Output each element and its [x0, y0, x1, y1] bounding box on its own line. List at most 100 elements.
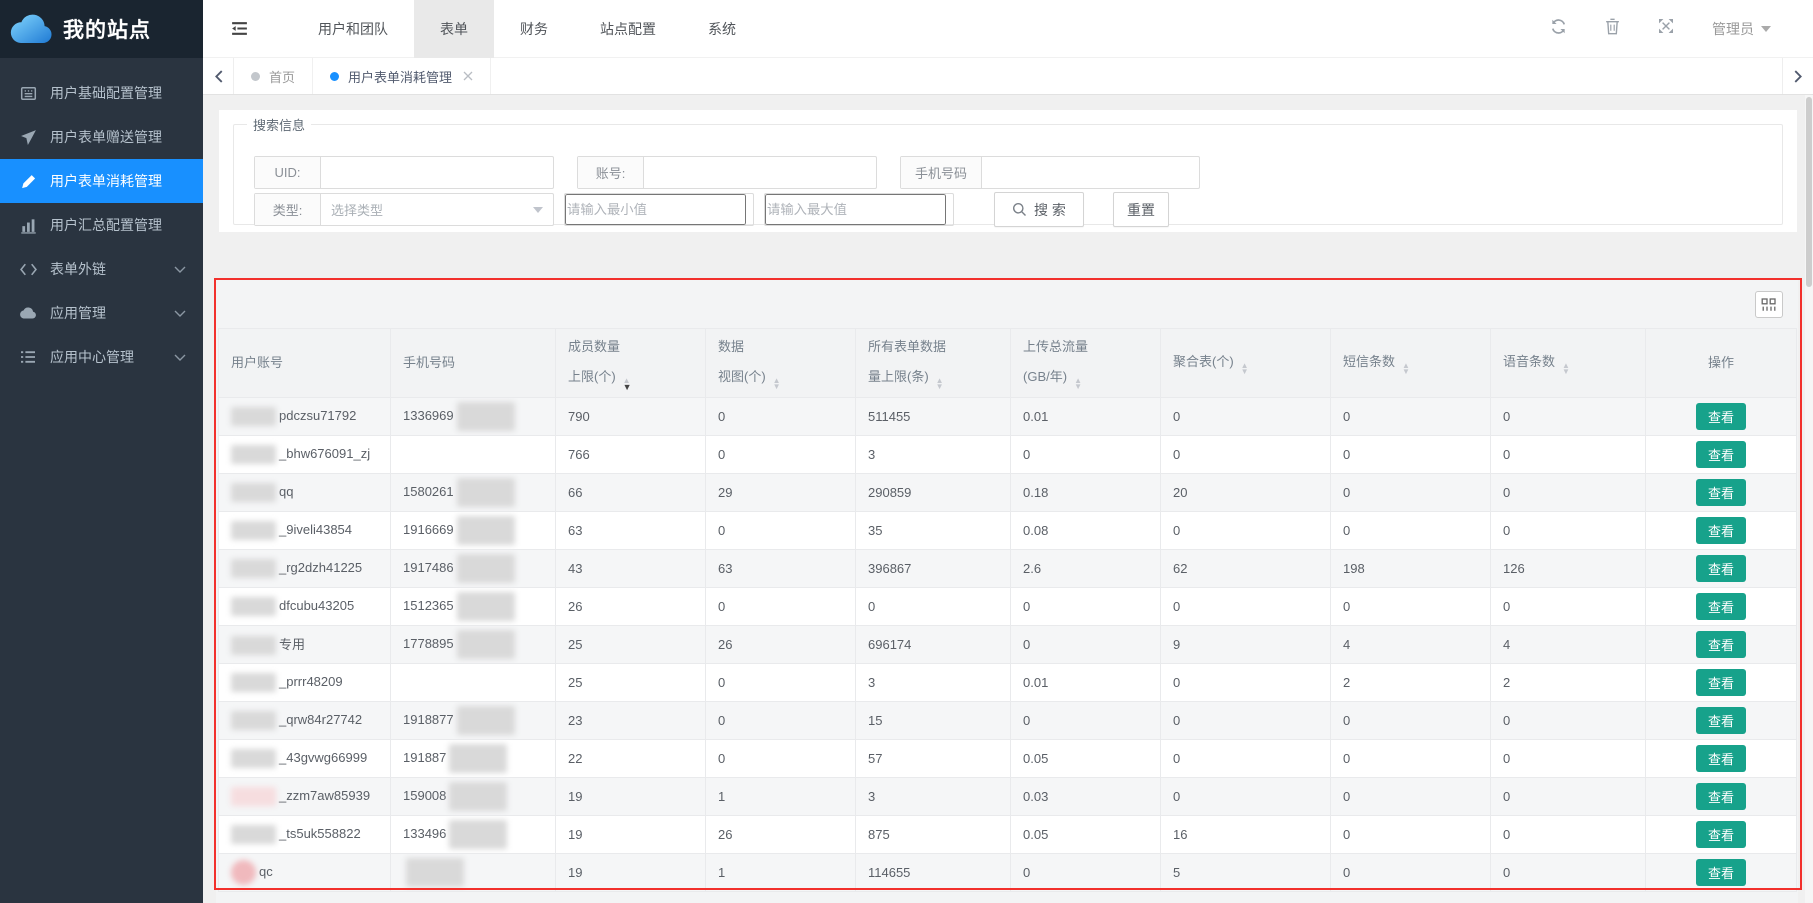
- site-logo: 我的站点: [0, 0, 203, 58]
- max-value-input[interactable]: [765, 194, 946, 225]
- cell-account: qc: [218, 853, 391, 892]
- table-row-11: _ts5uk558822 133496 19 26 875 0.05 16 0 0 查看: [218, 815, 1797, 854]
- tab-0[interactable]: 首页: [234, 58, 314, 94]
- column-title-line2: 视图(个): [718, 368, 766, 384]
- cell-sms-count: 0: [1330, 701, 1491, 740]
- view-button[interactable]: 查看: [1695, 441, 1746, 468]
- account-text: dfcubu43205: [279, 597, 355, 613]
- sidebar-item-4[interactable]: 表单外链: [0, 247, 203, 291]
- view-button[interactable]: 查看: [1695, 783, 1746, 810]
- cell-member-limit: 23: [555, 701, 706, 740]
- table-row-3: _9iveli43854 1916669 63 0 35 0.08 0 0 0 查看: [218, 511, 1797, 550]
- table-row-1: _bhw676091_zj 766 0 3 0 0 0 0 查看: [218, 435, 1797, 474]
- column-header-8[interactable]: 语音条数 ▲ ▼: [1490, 328, 1646, 398]
- top-nav-item-1[interactable]: 表单: [414, 0, 494, 58]
- vertical-scrollbar[interactable]: [1805, 95, 1813, 903]
- phone-text: 159008: [403, 787, 447, 803]
- sort-caret-icon[interactable]: ▲ ▼: [772, 375, 781, 391]
- top-nav-item-3[interactable]: 站点配置: [600, 20, 656, 37]
- tabs-scroll-right-button[interactable]: [1782, 58, 1813, 94]
- tab-status-dot: [251, 71, 260, 81]
- view-button[interactable]: 查看: [1695, 707, 1746, 734]
- top-nav-item-2[interactable]: 财务: [520, 20, 548, 37]
- reset-button[interactable]: 重置: [1113, 192, 1169, 227]
- view-button[interactable]: 查看: [1695, 479, 1746, 506]
- view-button[interactable]: 查看: [1695, 669, 1746, 696]
- column-title: 操作: [1707, 355, 1734, 370]
- view-button[interactable]: 查看: [1695, 403, 1746, 430]
- phone-text: 1580261: [403, 483, 454, 499]
- sidebar-item-6[interactable]: 应用中心管理: [0, 335, 203, 379]
- cell-account: dfcubu43205: [218, 587, 391, 626]
- sort-caret-icon[interactable]: ▲ ▼: [1074, 375, 1082, 391]
- sort-caret-icon[interactable]: ▲ ▼: [622, 375, 632, 392]
- column-header-9: 操作: [1645, 328, 1797, 398]
- site-name: 我的站点: [63, 19, 151, 42]
- column-title-line2: (GB/年): [1023, 368, 1068, 384]
- type-label: 类型:: [255, 194, 321, 225]
- sidebar-item-2[interactable]: 用户表单消耗管理: [0, 159, 203, 203]
- expand-button[interactable]: [1658, 18, 1674, 39]
- cell-sms-count: 0: [1330, 587, 1491, 626]
- sidebar-item-5[interactable]: 应用管理: [0, 291, 203, 335]
- sort-caret-icon[interactable]: ▲ ▼: [1402, 360, 1410, 376]
- uid-input[interactable]: [321, 157, 553, 188]
- view-button[interactable]: 查看: [1695, 631, 1746, 658]
- cell-sms-count: 0: [1330, 739, 1491, 778]
- view-button[interactable]: 查看: [1695, 821, 1746, 848]
- refresh-button[interactable]: [1550, 18, 1567, 40]
- cell-phone: 1917486: [390, 549, 556, 588]
- view-button[interactable]: 查看: [1695, 745, 1746, 772]
- column-header-3[interactable]: 数据 视图(个) ▲ ▼: [705, 328, 856, 398]
- trash-button[interactable]: [1605, 18, 1620, 40]
- cell-aggregate-tables: 16: [1160, 815, 1331, 854]
- column-header-4[interactable]: 所有表单数据 量上限(条) ▲ ▼: [855, 328, 1011, 398]
- cell-aggregate-tables: 62: [1160, 549, 1331, 588]
- column-header-2[interactable]: 成员数量 上限(个) ▲ ▼: [555, 328, 706, 398]
- sort-caret-icon[interactable]: ▲ ▼: [1562, 360, 1570, 376]
- column-settings-button[interactable]: [1755, 291, 1783, 318]
- caret-down-icon: [533, 206, 543, 213]
- column-header-6[interactable]: 聚合表(个) ▲ ▼: [1160, 328, 1331, 398]
- cell-phone: 191887: [390, 739, 556, 778]
- search-button[interactable]: 搜 索: [994, 192, 1084, 227]
- search-row-1: UID: 账号: 手机号码: [254, 156, 1200, 189]
- chevron-down-icon: [171, 354, 189, 361]
- trash-icon: [1605, 18, 1620, 35]
- tabs-scroll-left-button[interactable]: [203, 58, 234, 94]
- column-header-7[interactable]: 短信条数 ▲ ▼: [1330, 328, 1491, 398]
- top-nav-item-4[interactable]: 系统: [708, 20, 736, 37]
- admin-label: 管理员: [1712, 20, 1754, 37]
- cell-data-views: 0: [705, 397, 856, 436]
- top-nav-item-0[interactable]: 用户和团队: [318, 20, 388, 37]
- cell-voice-count: 4: [1490, 625, 1646, 664]
- cell-account: _prrr48209: [218, 663, 391, 702]
- type-select[interactable]: 选择类型: [321, 194, 553, 225]
- tab-close-icon[interactable]: [463, 68, 473, 85]
- sort-caret-icon[interactable]: ▲ ▼: [935, 375, 944, 391]
- tab-1[interactable]: 用户表单消耗管理: [313, 58, 492, 94]
- cell-phone: [390, 663, 556, 702]
- type-select-value: 选择类型: [331, 203, 384, 218]
- cell-aggregate-tables: 20: [1160, 473, 1331, 512]
- cell-upload-traffic: 0: [1010, 587, 1161, 626]
- view-button[interactable]: 查看: [1695, 517, 1746, 544]
- sidebar-item-1[interactable]: 用户表单赠送管理: [0, 115, 203, 159]
- sidebar-item-0[interactable]: 用户基础配置管理: [0, 71, 203, 115]
- sidebar-toggle-button[interactable]: [203, 0, 276, 57]
- view-button[interactable]: 查看: [1695, 859, 1746, 886]
- min-value-input[interactable]: [565, 194, 746, 225]
- admin-menu[interactable]: 管理员: [1712, 19, 1771, 39]
- cell-aggregate-tables: 0: [1160, 511, 1331, 550]
- sidebar-item-3[interactable]: 用户汇总配置管理: [0, 203, 203, 247]
- scrollbar-thumb[interactable]: [1806, 97, 1812, 287]
- view-button[interactable]: 查看: [1695, 593, 1746, 620]
- phone-input[interactable]: [982, 157, 1199, 188]
- account-input[interactable]: [644, 157, 876, 188]
- view-button[interactable]: 查看: [1695, 555, 1746, 582]
- cell-phone: 1918877: [390, 701, 556, 740]
- phone-label: 手机号码: [901, 157, 983, 188]
- column-header-5[interactable]: 上传总流量 (GB/年) ▲ ▼: [1010, 328, 1161, 398]
- refresh-icon: [1550, 18, 1567, 35]
- sort-caret-icon[interactable]: ▲ ▼: [1240, 360, 1249, 376]
